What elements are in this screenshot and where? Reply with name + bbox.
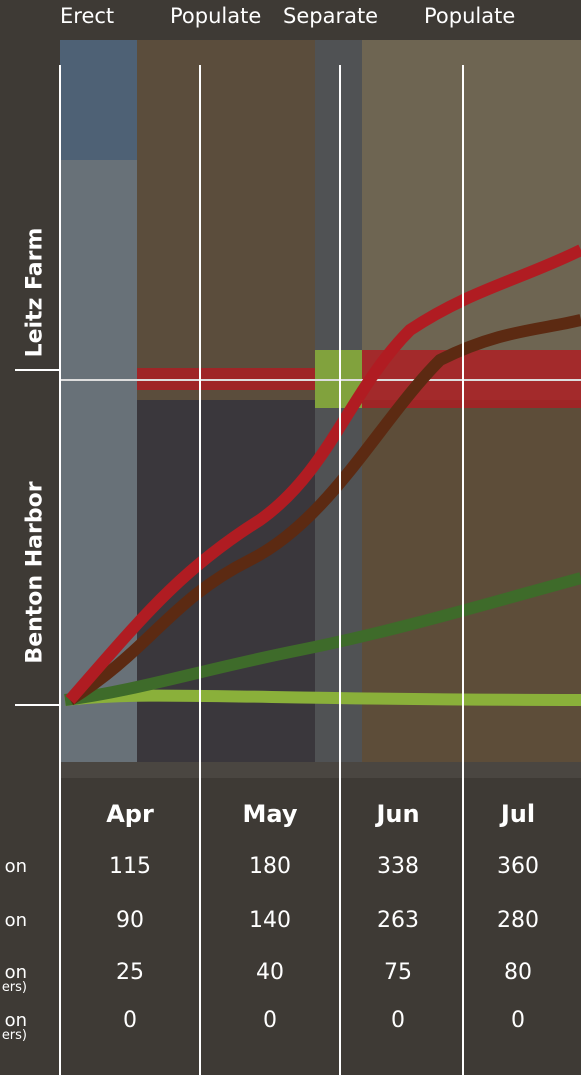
column-header: Jul: [500, 800, 536, 828]
row-label: on ers): [0, 1010, 27, 1043]
column-header: Jun: [376, 800, 420, 828]
row-note: ers): [1, 980, 27, 995]
line: [65, 244, 581, 704]
phase-label: Populate: [424, 4, 516, 28]
cell: 180: [249, 854, 291, 879]
phase-label: Separate: [283, 4, 379, 28]
cell: 40: [256, 960, 284, 985]
location-label: Leitz Farm: [22, 227, 48, 358]
photo-sky: [60, 40, 137, 160]
cell: 0: [123, 1008, 137, 1033]
row-label-text: on: [4, 910, 27, 931]
line: [64, 689, 581, 706]
cell: 90: [116, 908, 144, 933]
column-header: Apr: [106, 800, 154, 828]
row-label: on: [0, 858, 27, 876]
line: [64, 572, 581, 706]
cell: 115: [109, 854, 151, 879]
cell: 0: [391, 1008, 405, 1033]
column-header: May: [242, 800, 298, 828]
table-header-strip: [60, 762, 581, 778]
cell: 140: [249, 908, 291, 933]
row-note: ers): [1, 1028, 27, 1043]
phase-label: Erect: [60, 4, 115, 28]
cell: 75: [384, 960, 412, 985]
cell: 338: [377, 854, 419, 879]
phase-label: Populate: [170, 4, 262, 28]
row-label-text: on: [4, 1010, 27, 1031]
cell: 263: [377, 908, 419, 933]
location-label: Benton Harbor: [22, 481, 48, 664]
cell: 360: [497, 854, 539, 879]
cell: 0: [511, 1008, 525, 1033]
row-label: on ers): [0, 962, 27, 995]
cell: 0: [263, 1008, 277, 1033]
cell: 25: [116, 960, 144, 985]
row-label: on: [0, 912, 27, 930]
cell: 280: [497, 908, 539, 933]
row-label-text: on: [4, 856, 27, 877]
row-label-text: on: [4, 962, 27, 983]
cell: 80: [504, 960, 532, 985]
line: [66, 314, 581, 706]
